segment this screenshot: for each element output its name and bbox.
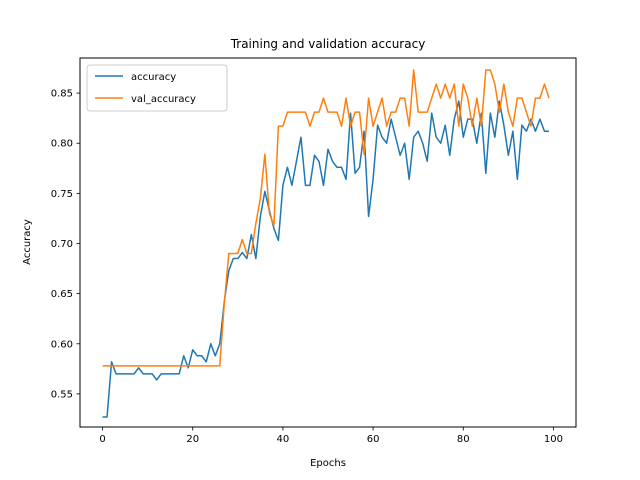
x-tick-label: 100 bbox=[544, 434, 563, 445]
y-tick-label: 0.75 bbox=[51, 189, 73, 200]
x-tick-label: 40 bbox=[277, 434, 290, 445]
series-line-val-accuracy bbox=[102, 69, 550, 367]
y-tick-label: 0.70 bbox=[51, 239, 73, 250]
x-tick-label: 60 bbox=[367, 434, 380, 445]
series-line-accuracy bbox=[102, 100, 549, 418]
x-tick-label: 80 bbox=[457, 434, 470, 445]
y-tick-label: 0.65 bbox=[51, 289, 73, 300]
x-axis-ticks: 0 20 40 60 80 100 bbox=[99, 427, 563, 445]
x-tick-label: 0 bbox=[99, 434, 105, 445]
legend-label-val-accuracy: val_accuracy bbox=[131, 94, 196, 105]
y-axis-label: Accuracy bbox=[22, 219, 33, 265]
y-tick-label: 0.80 bbox=[51, 139, 73, 150]
y-tick-label: 0.60 bbox=[51, 339, 73, 350]
y-axis-ticks: 0.55 0.60 0.65 0.70 0.75 0.80 0.85 bbox=[51, 89, 80, 400]
legend-label-accuracy: accuracy bbox=[131, 72, 176, 83]
y-tick-label: 0.55 bbox=[51, 389, 73, 400]
x-tick-label: 20 bbox=[186, 434, 199, 445]
plot-frame bbox=[79, 57, 577, 428]
plot-lines bbox=[102, 69, 550, 418]
x-axis-label: Epochs bbox=[310, 458, 346, 469]
chart-title: Training and validation accuracy bbox=[230, 37, 426, 51]
y-tick-label: 0.85 bbox=[51, 89, 73, 100]
legend: accuracy val_accuracy bbox=[86, 64, 228, 112]
